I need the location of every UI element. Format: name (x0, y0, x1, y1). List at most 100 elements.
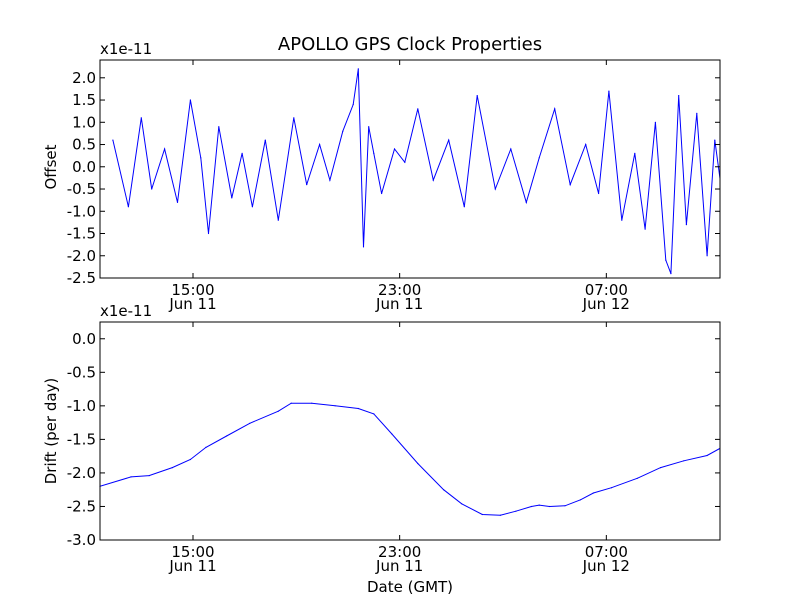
drift-data-point (171, 467, 173, 469)
offset-data-point (151, 188, 153, 190)
offset-data-point (127, 206, 129, 208)
drift-y-tick-label: 0.0 (72, 330, 96, 348)
offset-x-tick-label-date: Jun 11 (168, 295, 216, 313)
offset-data-point (189, 99, 191, 101)
drift-data-point (579, 499, 582, 501)
offset-data-point (448, 139, 450, 141)
drift-data-point (391, 433, 393, 435)
drift-data-point (148, 475, 150, 477)
offset-y-tick-label: 1.5 (72, 91, 96, 109)
offset-data-point (357, 68, 359, 70)
offset-panel: x1e-11 Offset -2.5 -2.0 -1.5 -1.0 -0.5 0.0 0.5… (42, 40, 721, 313)
drift-y-tick-label: -1.0 (67, 397, 96, 415)
drift-scale-label: x1e-11 (100, 302, 152, 320)
drift-data-point (592, 492, 595, 494)
offset-data-point (393, 148, 396, 150)
drift-y-tick-label: -2.0 (67, 464, 96, 482)
offset-data-point (463, 206, 465, 208)
offset-data-point (277, 219, 279, 221)
offset-y-tick-label: -0.5 (67, 180, 96, 198)
drift-data-point (311, 402, 313, 404)
drift-plot-frame (99, 321, 721, 541)
offset-data-point (373, 152, 375, 154)
chart-title: APOLLO GPS Clock Properties (278, 34, 542, 55)
offset-data-point (476, 95, 478, 97)
drift-y-tick-label: -2.5 (67, 497, 96, 515)
drift-data-point (538, 504, 540, 506)
drift-data-point (548, 505, 551, 508)
drift-data-point (636, 477, 638, 479)
offset-x-tick-label-time: 15:00 (171, 281, 214, 299)
offset-data-point (264, 139, 266, 141)
drift-y-tick-label: -1.5 (67, 430, 96, 448)
drift-data-point (189, 458, 191, 461)
offset-data-point (319, 143, 321, 146)
offset-y-tick-label: 1.0 (72, 113, 96, 131)
offset-data-point (644, 228, 646, 230)
offset-y-tick-label: -1.5 (67, 225, 96, 243)
drift-series (99, 402, 720, 516)
offset-data-point (598, 192, 600, 195)
offset-y-tick-label: -2.0 (67, 247, 96, 265)
offset-series (112, 68, 720, 275)
drift-data-point (564, 505, 566, 507)
drift-y-axis-label: Drift (per day) (42, 378, 60, 485)
offset-data-point (329, 179, 331, 181)
offset-data-point (404, 161, 406, 163)
offset-data-point (685, 224, 688, 226)
drift-data-point (226, 435, 228, 437)
drift-x-tick-label-date: Jun 11 (168, 557, 216, 575)
drift-data-point (461, 503, 463, 505)
offset-data-point (218, 126, 220, 128)
offset-data-point (678, 95, 680, 97)
offset-data-point (176, 201, 179, 203)
offset-data-point (432, 179, 434, 181)
drift-data-point (530, 505, 533, 508)
offset-data-point (368, 126, 370, 128)
offset-scale-label: x1e-11 (100, 40, 152, 58)
offset-data-point (207, 232, 210, 235)
offset-ticks: -2.5 -2.0 -1.5 -1.0 -0.5 0.0 0.5 1.0 1.5 2.0 15:00… (67, 60, 720, 313)
offset-data-point (140, 117, 142, 119)
offset-data-point (200, 157, 202, 159)
offset-data-point (538, 157, 540, 159)
drift-data-point (481, 513, 483, 516)
drift-data-point (130, 476, 132, 478)
offset-y-tick-label: -2.5 (67, 269, 96, 287)
drift-x-tick-label-time: 07:00 (585, 543, 628, 561)
offset-y-tick-label: -1.0 (67, 202, 96, 220)
drift-data-point (417, 462, 419, 465)
offset-data-point (494, 188, 496, 190)
offset-data-point (112, 139, 114, 141)
offset-x-tick-label-time: 07:00 (585, 281, 628, 299)
drift-data-point (290, 402, 292, 404)
drift-data-point (334, 405, 336, 407)
drift-x-tick-label-time: 15:00 (171, 543, 214, 561)
offset-y-tick-label: 0.5 (72, 136, 96, 154)
drift-y-tick-label: -0.5 (67, 363, 96, 381)
offset-data-point (634, 152, 636, 154)
drift-data-point (205, 446, 207, 448)
drift-data-point (683, 460, 685, 462)
offset-x-tick-label-time: 23:00 (378, 281, 421, 299)
offset-data-point (251, 206, 253, 208)
drift-x-tick-label-time: 23:00 (378, 543, 421, 561)
offset-data-point (654, 121, 657, 123)
offset-data-point (241, 152, 243, 154)
offset-data-point (164, 148, 166, 150)
drift-data-point (660, 467, 662, 469)
drift-data-point (373, 413, 375, 415)
offset-data-point (670, 273, 672, 275)
offset-data-point (293, 117, 295, 119)
offset-data-point (352, 103, 354, 106)
drift-data-point (706, 454, 708, 457)
offset-data-point (231, 197, 233, 199)
offset-y-tick-label: 2.0 (72, 69, 96, 87)
drift-data-point (443, 489, 445, 491)
offset-data-point (621, 219, 623, 221)
drift-y-tick-label: -3.0 (67, 531, 96, 549)
offset-data-point (554, 108, 556, 110)
